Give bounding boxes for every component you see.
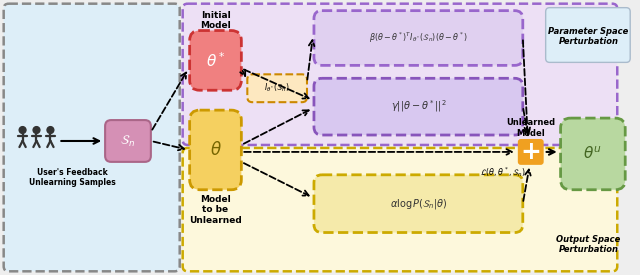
- FancyBboxPatch shape: [105, 120, 151, 162]
- Text: User's Feedback
Unlearning Samples: User's Feedback Unlearning Samples: [29, 168, 116, 188]
- FancyBboxPatch shape: [314, 11, 523, 65]
- Text: Parameter Space
Perturbation: Parameter Space Perturbation: [548, 27, 628, 46]
- Text: $\theta^u$: $\theta^u$: [583, 146, 602, 162]
- FancyBboxPatch shape: [189, 110, 241, 190]
- FancyBboxPatch shape: [314, 78, 523, 135]
- Text: $\theta$: $\theta$: [209, 141, 221, 159]
- Text: $\mathcal{S}_n$: $\mathcal{S}_n$: [120, 133, 136, 148]
- FancyBboxPatch shape: [182, 148, 617, 271]
- FancyBboxPatch shape: [561, 118, 625, 190]
- Circle shape: [47, 126, 54, 133]
- Text: $\gamma||\theta - \theta^*||^2$: $\gamma||\theta - \theta^*||^2$: [390, 98, 446, 114]
- FancyBboxPatch shape: [546, 8, 630, 62]
- Text: +: +: [520, 140, 541, 164]
- Text: $\alpha \log P(\mathcal{S}_n|\theta)$: $\alpha \log P(\mathcal{S}_n|\theta)$: [390, 197, 447, 211]
- FancyBboxPatch shape: [247, 74, 307, 102]
- Circle shape: [33, 126, 40, 133]
- Text: Unlearned
Model: Unlearned Model: [506, 118, 556, 138]
- Text: $I_{\theta^*}(\mathcal{S}_n)$: $I_{\theta^*}(\mathcal{S}_n)$: [264, 82, 290, 95]
- Text: $\beta(\theta-\theta^*)^T I_{\theta^*}(\mathcal{S}_n)(\theta-\theta^*)$: $\beta(\theta-\theta^*)^T I_{\theta^*}(\…: [369, 30, 468, 45]
- Text: Initial
Model: Initial Model: [200, 11, 231, 30]
- FancyBboxPatch shape: [518, 139, 543, 165]
- Text: Model
to be
Unlearned: Model to be Unlearned: [189, 195, 242, 224]
- FancyBboxPatch shape: [314, 175, 523, 233]
- Text: $\mathcal{L}(\theta, \theta^*, \mathcal{S}_n)$: $\mathcal{L}(\theta, \theta^*, \mathcal{…: [480, 165, 526, 179]
- FancyBboxPatch shape: [189, 31, 241, 90]
- Text: $\theta^*$: $\theta^*$: [205, 51, 225, 70]
- Circle shape: [19, 126, 26, 133]
- FancyBboxPatch shape: [182, 4, 617, 145]
- Text: Output Space
Perturbation: Output Space Perturbation: [556, 235, 621, 254]
- FancyBboxPatch shape: [4, 4, 180, 271]
